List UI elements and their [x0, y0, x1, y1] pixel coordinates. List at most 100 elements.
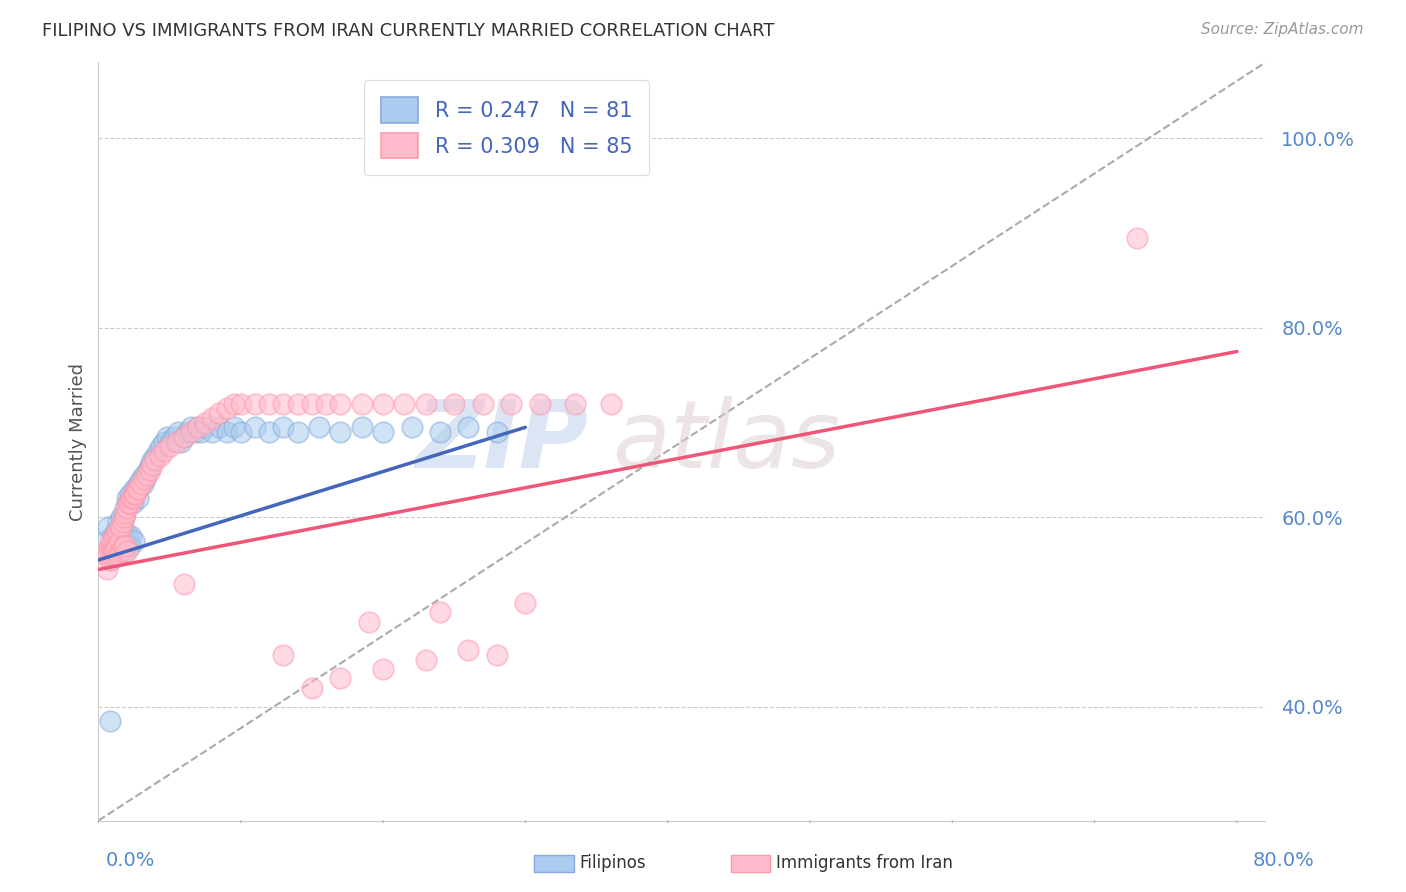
Point — [114, 543, 136, 558]
Point — [111, 539, 134, 553]
Point — [115, 500, 138, 515]
Point — [301, 397, 323, 411]
Point — [243, 420, 266, 434]
Point — [124, 486, 146, 500]
Point — [180, 425, 202, 439]
Point — [287, 397, 309, 411]
Point — [98, 714, 121, 728]
Point — [166, 434, 188, 449]
Point — [101, 529, 124, 543]
Point — [107, 548, 129, 563]
Point — [287, 425, 309, 439]
Point — [127, 477, 149, 491]
Point — [107, 548, 129, 563]
Point — [129, 477, 152, 491]
Point — [153, 444, 176, 458]
Point — [105, 543, 128, 558]
Point — [176, 425, 198, 439]
Point — [599, 397, 621, 411]
Text: 0.0%: 0.0% — [105, 851, 155, 870]
Point — [108, 520, 131, 534]
Point — [135, 467, 157, 482]
Point — [127, 491, 149, 506]
Point — [159, 434, 181, 449]
Point — [415, 397, 437, 411]
Text: 80.0%: 80.0% — [1253, 851, 1315, 870]
Point — [443, 397, 465, 411]
Point — [173, 430, 195, 444]
Point — [101, 534, 124, 549]
Point — [111, 515, 134, 529]
Point — [101, 539, 124, 553]
Point — [415, 652, 437, 666]
Point — [114, 500, 136, 515]
Point — [112, 539, 135, 553]
Point — [201, 425, 224, 439]
Point — [104, 539, 127, 553]
Point — [357, 615, 380, 629]
Point — [101, 543, 124, 558]
Point — [110, 539, 132, 553]
Point — [118, 486, 141, 500]
Point — [273, 648, 295, 662]
Point — [163, 430, 186, 444]
Point — [208, 420, 231, 434]
Text: Filipinos: Filipinos — [579, 855, 645, 872]
Point — [104, 524, 127, 539]
Point — [485, 648, 508, 662]
Point — [107, 524, 129, 539]
Point — [138, 463, 160, 477]
Point — [97, 548, 120, 563]
Point — [111, 520, 134, 534]
Point — [156, 430, 179, 444]
Point — [201, 410, 224, 425]
Text: atlas: atlas — [612, 396, 841, 487]
Point — [120, 491, 142, 506]
Point — [112, 539, 135, 553]
Point — [167, 425, 190, 439]
Point — [173, 576, 195, 591]
Point — [150, 439, 173, 453]
Point — [104, 539, 127, 553]
Point — [329, 425, 352, 439]
Point — [122, 486, 145, 500]
Point — [301, 681, 323, 695]
Point — [141, 453, 163, 467]
Point — [215, 425, 238, 439]
Point — [273, 420, 295, 434]
Point — [138, 458, 160, 473]
Point — [112, 510, 135, 524]
Point — [98, 543, 121, 558]
Point — [97, 520, 120, 534]
Y-axis label: Currently Married: Currently Married — [69, 362, 87, 521]
Point — [105, 529, 128, 543]
Point — [1126, 231, 1149, 245]
Point — [112, 510, 135, 524]
Point — [229, 397, 252, 411]
Point — [215, 401, 238, 416]
Point — [222, 420, 245, 434]
Point — [120, 491, 142, 506]
Point — [127, 482, 149, 496]
Point — [98, 553, 121, 567]
Point — [118, 496, 141, 510]
Point — [105, 539, 128, 553]
Point — [173, 430, 195, 444]
Point — [153, 434, 176, 449]
Point — [394, 397, 416, 411]
Point — [350, 420, 373, 434]
Point — [257, 397, 280, 411]
Point — [96, 562, 118, 576]
Point — [111, 529, 134, 543]
Point — [471, 397, 494, 411]
Point — [103, 534, 125, 549]
Point — [118, 539, 141, 553]
Point — [121, 496, 143, 510]
Point — [229, 425, 252, 439]
Point — [110, 543, 132, 558]
Point — [120, 529, 142, 543]
Point — [529, 397, 551, 411]
Point — [124, 486, 146, 500]
Point — [515, 596, 537, 610]
Point — [371, 397, 394, 411]
